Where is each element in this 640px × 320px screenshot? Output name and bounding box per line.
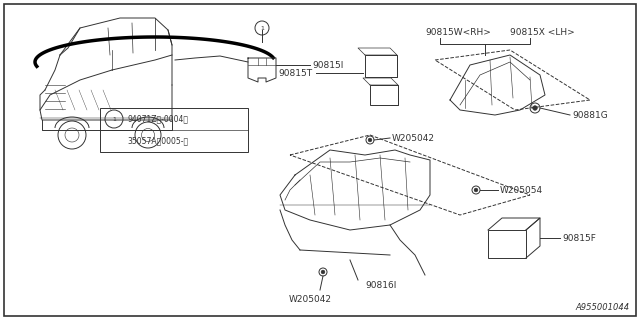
Text: W205042: W205042	[392, 133, 435, 142]
Text: 90815I: 90815I	[312, 60, 344, 69]
Text: 90816I: 90816I	[365, 281, 396, 290]
Text: 1: 1	[260, 26, 264, 30]
Bar	[488, 230, 526, 258]
Text: 90815W<RH>: 90815W<RH>	[425, 28, 491, 36]
Text: 90881G: 90881G	[572, 110, 608, 119]
Circle shape	[474, 188, 478, 192]
Text: 35057A「0005-」: 35057A「0005-」	[127, 137, 188, 146]
Circle shape	[368, 138, 372, 142]
Text: W205042: W205042	[289, 295, 332, 304]
Bar	[370, 85, 398, 105]
Text: 94071Z「-0004」: 94071Z「-0004」	[127, 115, 188, 124]
Circle shape	[321, 270, 325, 274]
Bar	[100, 108, 248, 152]
Text: 1: 1	[112, 116, 116, 122]
Text: A955001044: A955001044	[576, 303, 630, 312]
Text: W205054: W205054	[500, 186, 543, 195]
Circle shape	[532, 106, 537, 110]
Text: 90815F: 90815F	[562, 234, 596, 243]
Bar	[365, 55, 397, 77]
Text: 90815X <LH>: 90815X <LH>	[510, 28, 575, 36]
Text: 90815T: 90815T	[278, 68, 312, 77]
